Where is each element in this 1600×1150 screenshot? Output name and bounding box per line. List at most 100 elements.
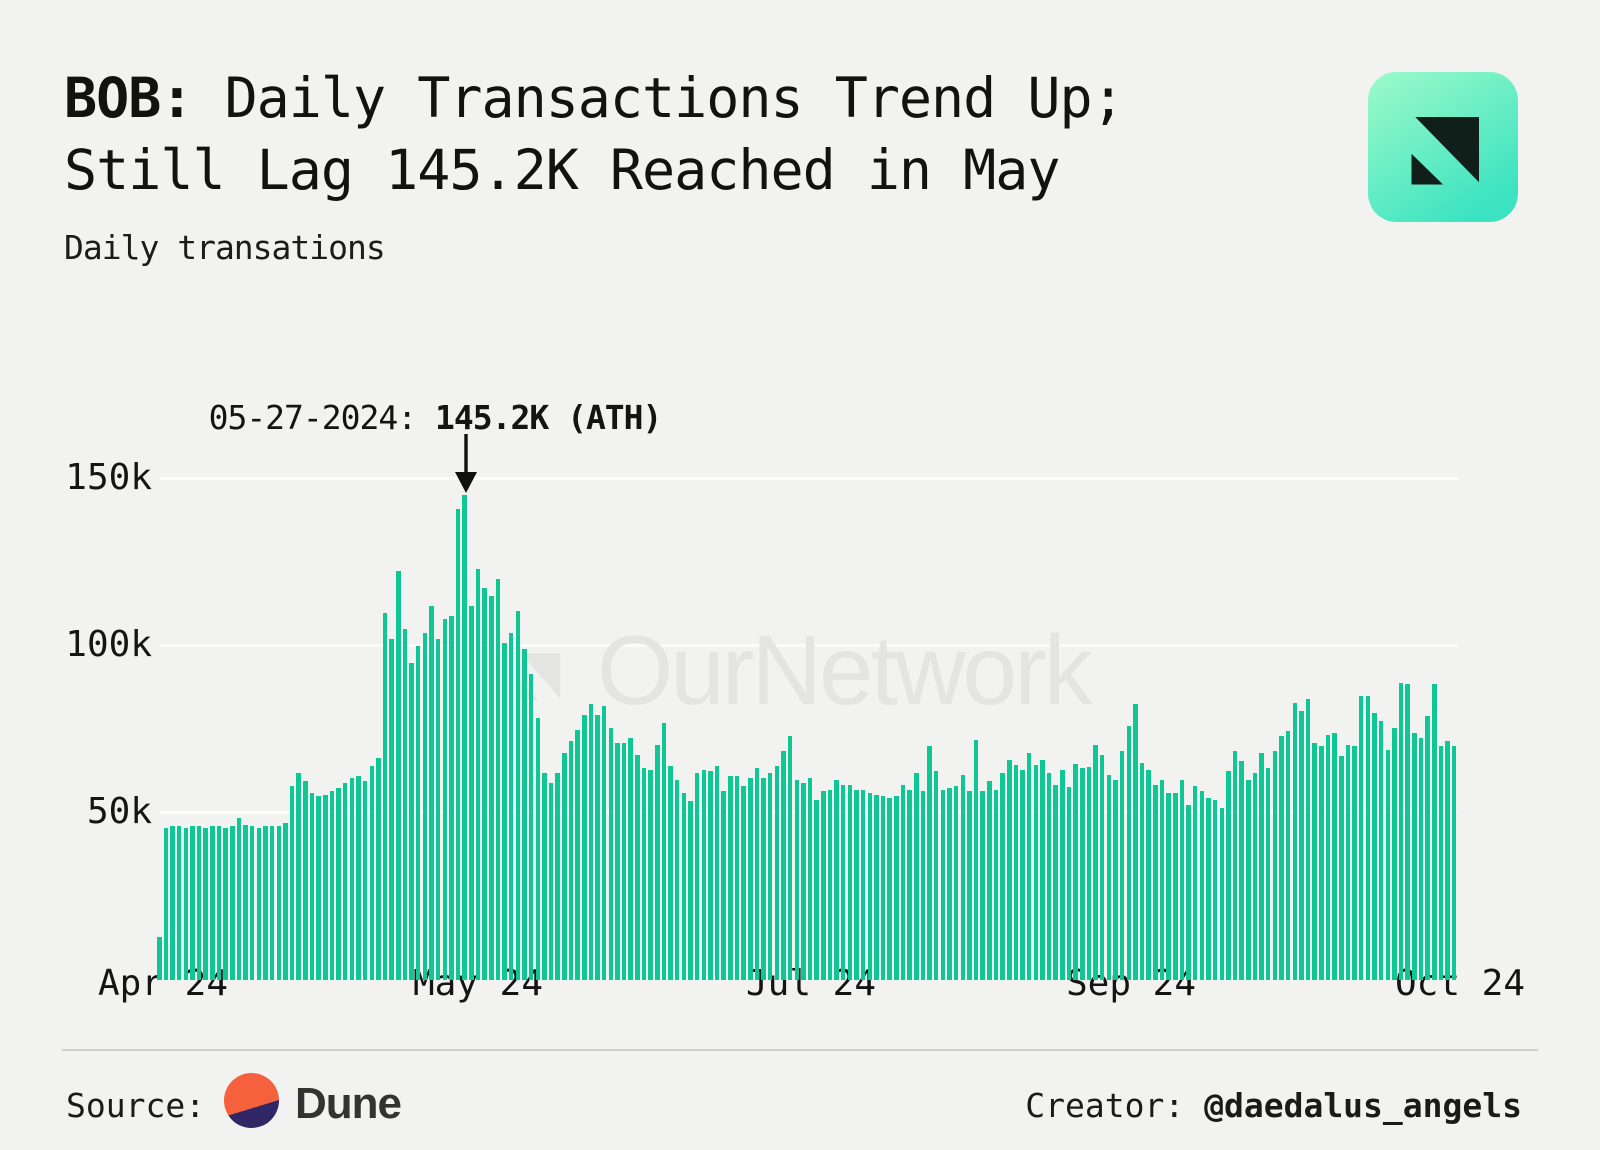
bar — [595, 714, 600, 980]
bar — [289, 786, 295, 980]
bar — [575, 729, 580, 980]
bar — [1445, 741, 1450, 980]
bar — [1339, 756, 1344, 980]
bar — [1219, 808, 1224, 980]
bar — [1046, 772, 1052, 980]
bar — [674, 779, 680, 980]
bar — [216, 826, 222, 980]
bar — [256, 828, 262, 980]
title-line2: Still Lag 145.2K Reached in May — [64, 138, 1060, 202]
bar — [482, 587, 487, 980]
bar — [661, 722, 667, 980]
bar — [1093, 744, 1098, 980]
bar — [522, 649, 527, 980]
bar — [157, 936, 162, 980]
bar — [1425, 716, 1430, 980]
bar — [1113, 780, 1118, 980]
bar — [1438, 746, 1444, 980]
bar — [1153, 784, 1158, 980]
bar — [907, 789, 912, 980]
bar — [847, 784, 853, 980]
bar — [821, 791, 826, 980]
bar — [781, 751, 786, 980]
bar — [170, 826, 175, 980]
bar — [1086, 766, 1092, 980]
bar — [601, 706, 607, 980]
bar — [323, 794, 328, 980]
bar — [1066, 786, 1072, 980]
bar — [1292, 702, 1298, 980]
bar — [1365, 696, 1371, 980]
bar — [1398, 682, 1404, 980]
bar — [1259, 752, 1264, 980]
y-axis-tick-150k: 150k — [65, 457, 152, 498]
bar — [568, 741, 574, 980]
bar — [515, 610, 521, 980]
bar — [1246, 779, 1251, 980]
bar — [987, 781, 992, 980]
bar — [1212, 799, 1218, 980]
bar — [860, 789, 866, 980]
bar — [1372, 712, 1377, 980]
creator-credit: Creator: @daedalus_angels — [1025, 1086, 1522, 1125]
bar — [309, 793, 315, 980]
bar — [648, 769, 653, 980]
bar — [1133, 704, 1138, 980]
bar — [422, 632, 428, 980]
bar — [1392, 727, 1397, 980]
bar — [1319, 746, 1324, 980]
bar — [940, 789, 946, 980]
bar — [914, 772, 919, 980]
bar — [1000, 772, 1005, 980]
gridline-100k — [160, 644, 1458, 647]
bar — [1265, 767, 1271, 980]
bar — [787, 736, 793, 980]
bar — [1232, 751, 1238, 980]
bar — [243, 824, 248, 980]
bar — [900, 784, 906, 980]
bar — [960, 774, 966, 980]
bar — [980, 791, 985, 980]
bar — [635, 754, 640, 980]
bar — [1139, 762, 1145, 980]
bar — [1060, 770, 1065, 980]
bar — [1159, 779, 1165, 980]
bar — [190, 826, 195, 980]
bar — [316, 796, 321, 980]
bar — [269, 826, 275, 980]
bar — [508, 632, 514, 980]
bar — [761, 777, 766, 980]
bar — [1166, 793, 1171, 980]
bar — [176, 826, 182, 980]
bar — [489, 595, 494, 980]
bar — [1080, 767, 1085, 980]
bar — [714, 766, 720, 980]
bar — [721, 791, 726, 980]
title-line1: Daily Transactions Trend Up; — [192, 66, 1125, 130]
bar — [1252, 772, 1258, 980]
bar — [734, 776, 740, 980]
bar — [621, 742, 627, 980]
ath-annotation-date: 05-27-2024: — [208, 398, 435, 437]
bar — [827, 789, 833, 980]
bar — [542, 772, 547, 980]
bar — [1305, 699, 1311, 980]
bar — [349, 777, 355, 980]
bar — [1106, 774, 1112, 980]
bar — [1007, 759, 1012, 980]
bar-chart: 150k 100k 50k OurNetwork 05-27-2024: 145… — [0, 380, 1600, 1020]
bar — [880, 796, 886, 980]
bar — [296, 772, 301, 980]
bar — [1332, 732, 1337, 980]
bar — [475, 569, 481, 980]
bar — [402, 629, 408, 980]
bar — [1345, 744, 1351, 980]
bar — [1179, 779, 1185, 980]
bar — [1451, 746, 1457, 980]
bar — [947, 788, 952, 980]
bar — [1099, 754, 1105, 980]
bar — [502, 642, 507, 980]
bar — [1285, 731, 1291, 980]
bar — [1026, 752, 1032, 980]
bar — [435, 639, 441, 980]
